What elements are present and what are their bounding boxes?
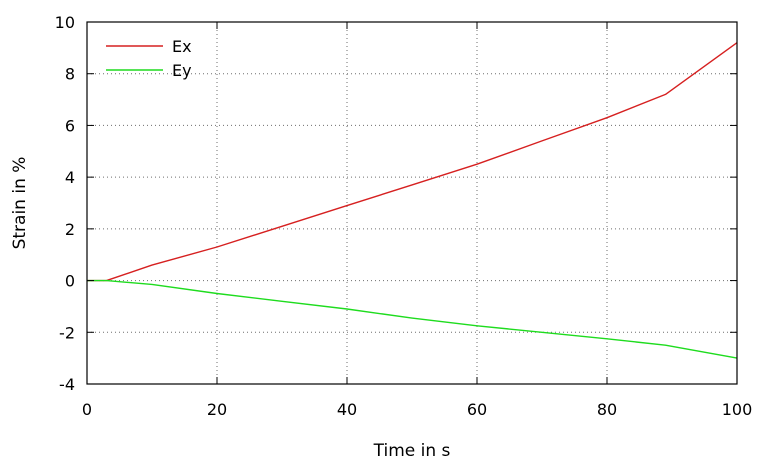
y-tick-label: -4: [59, 375, 75, 394]
axis-ticks: 0 20 40 60 80 100 -4 -2 0 2 4 6 8 10: [55, 13, 753, 419]
legend: Ex Ey: [106, 37, 192, 80]
legend-label-ex: Ex: [172, 37, 192, 56]
y-tick-label: 8: [65, 65, 75, 84]
x-axis-title: Time in s: [373, 441, 451, 461]
legend-label-ey: Ey: [172, 61, 192, 80]
y-axis-title: Strain in %: [10, 157, 30, 250]
y-tick-label: 2: [65, 220, 75, 239]
series-layer: [87, 42, 738, 359]
x-tick-label: 100: [722, 400, 753, 419]
x-tick-label: 40: [337, 400, 357, 419]
y-tick-label: 4: [65, 168, 75, 187]
x-tick-label: 80: [597, 400, 617, 419]
y-tick-label: -2: [59, 323, 75, 342]
y-tick-label: 6: [65, 116, 75, 135]
grid: [87, 22, 737, 384]
series-line-ey: [87, 279, 738, 359]
x-tick-label: 20: [207, 400, 227, 419]
plot-frame: [86, 21, 738, 385]
series-line-ex: [87, 42, 738, 282]
y-tick-label: 10: [55, 13, 75, 32]
y-tick-label: 0: [65, 272, 75, 291]
x-tick-label: 0: [82, 400, 92, 419]
x-tick-label: 60: [467, 400, 487, 419]
